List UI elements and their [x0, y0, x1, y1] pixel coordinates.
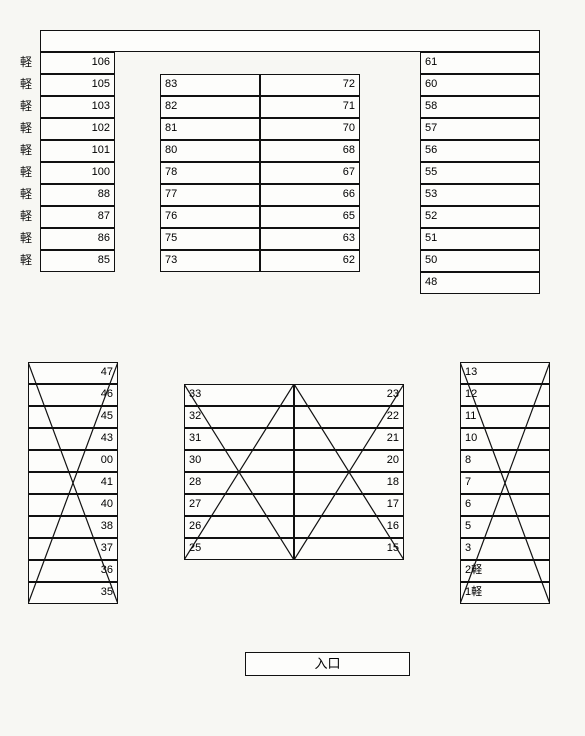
upper-mid-right-cell: 63 [260, 228, 360, 250]
upper-mid-right-cell: 68 [260, 140, 360, 162]
lower-left-cell: 46 [28, 384, 118, 406]
upper-right-cell: 51 [420, 228, 540, 250]
lower-mid-left-cell: 26 [184, 516, 294, 538]
lower-mid-right-cell: 21 [294, 428, 404, 450]
lower-left-cell: 40 [28, 494, 118, 516]
upper-left-cell: 101 [40, 140, 115, 162]
upper-mid-right-cell: 71 [260, 96, 360, 118]
upper-left-cell: 87 [40, 206, 115, 228]
lower-mid-left-cell: 32 [184, 406, 294, 428]
lower-right-cell: 2軽 [460, 560, 550, 582]
upper-left-cell: 100 [40, 162, 115, 184]
lower-mid-right-cell: 16 [294, 516, 404, 538]
lower-left-cell: 38 [28, 516, 118, 538]
left-marker: 軽 [20, 122, 32, 134]
upper-right-cell: 60 [420, 74, 540, 96]
lower-mid-right-cell: 22 [294, 406, 404, 428]
upper-mid-right-cell: 62 [260, 250, 360, 272]
left-marker: 軽 [20, 188, 32, 200]
upper-left-cell: 103 [40, 96, 115, 118]
upper-left-cell: 86 [40, 228, 115, 250]
lower-right-cell: 6 [460, 494, 550, 516]
upper-mid-right-cell: 72 [260, 74, 360, 96]
upper-mid-right-cell: 66 [260, 184, 360, 206]
upper-mid-left-cell: 73 [160, 250, 260, 272]
upper-mid-left-cell: 82 [160, 96, 260, 118]
upper-mid-right-cell: 65 [260, 206, 360, 228]
upper-right-cell: 50 [420, 250, 540, 272]
left-marker: 軽 [20, 232, 32, 244]
lower-mid-right-cell: 23 [294, 384, 404, 406]
top-banner [40, 30, 540, 52]
upper-right-cell: 53 [420, 184, 540, 206]
upper-right-cell: 58 [420, 96, 540, 118]
lower-mid-right-cell: 18 [294, 472, 404, 494]
lower-right-cell: 10 [460, 428, 550, 450]
lower-left-cell: 36 [28, 560, 118, 582]
lower-right-cell: 5 [460, 516, 550, 538]
upper-mid-left-cell: 83 [160, 74, 260, 96]
lower-left-cell: 41 [28, 472, 118, 494]
left-marker: 軽 [20, 78, 32, 90]
lower-right-cell: 12 [460, 384, 550, 406]
lower-left-cell: 00 [28, 450, 118, 472]
lower-left-cell: 45 [28, 406, 118, 428]
lower-right-cell: 13 [460, 362, 550, 384]
upper-mid-left-cell: 78 [160, 162, 260, 184]
lower-right-cell: 3 [460, 538, 550, 560]
lower-mid-right-cell: 17 [294, 494, 404, 516]
left-marker: 軽 [20, 254, 32, 266]
upper-right-cell: 48 [420, 272, 540, 294]
lower-mid-left-cell: 27 [184, 494, 294, 516]
left-marker: 軽 [20, 144, 32, 156]
upper-mid-left-cell: 81 [160, 118, 260, 140]
lower-mid-right-cell: 15 [294, 538, 404, 560]
left-marker: 軽 [20, 166, 32, 178]
lower-right-cell: 11 [460, 406, 550, 428]
left-marker: 軽 [20, 56, 32, 68]
upper-mid-left-cell: 77 [160, 184, 260, 206]
upper-left-cell: 88 [40, 184, 115, 206]
lower-mid-left-cell: 33 [184, 384, 294, 406]
parking-layout: 入口 軽軽軽軽軽軽軽軽軽軽106105103102101100888786858… [0, 0, 585, 736]
upper-mid-left-cell: 76 [160, 206, 260, 228]
lower-mid-left-cell: 31 [184, 428, 294, 450]
upper-left-cell: 105 [40, 74, 115, 96]
lower-right-cell: 1軽 [460, 582, 550, 604]
entrance-label: 入口 [245, 652, 410, 676]
upper-right-cell: 56 [420, 140, 540, 162]
lower-mid-left-cell: 28 [184, 472, 294, 494]
lower-left-cell: 37 [28, 538, 118, 560]
upper-left-cell: 106 [40, 52, 115, 74]
lower-left-cell: 35 [28, 582, 118, 604]
upper-mid-right-cell: 67 [260, 162, 360, 184]
upper-left-cell: 85 [40, 250, 115, 272]
upper-mid-right-cell: 70 [260, 118, 360, 140]
upper-right-cell: 61 [420, 52, 540, 74]
lower-right-cell: 8 [460, 450, 550, 472]
upper-mid-left-cell: 75 [160, 228, 260, 250]
upper-mid-left-cell: 80 [160, 140, 260, 162]
upper-left-cell: 102 [40, 118, 115, 140]
lower-left-cell: 47 [28, 362, 118, 384]
lower-mid-left-cell: 25 [184, 538, 294, 560]
lower-left-cell: 43 [28, 428, 118, 450]
upper-right-cell: 55 [420, 162, 540, 184]
lower-right-cell: 7 [460, 472, 550, 494]
upper-right-cell: 52 [420, 206, 540, 228]
lower-mid-right-cell: 20 [294, 450, 404, 472]
lower-mid-left-cell: 30 [184, 450, 294, 472]
left-marker: 軽 [20, 210, 32, 222]
left-marker: 軽 [20, 100, 32, 112]
upper-right-cell: 57 [420, 118, 540, 140]
